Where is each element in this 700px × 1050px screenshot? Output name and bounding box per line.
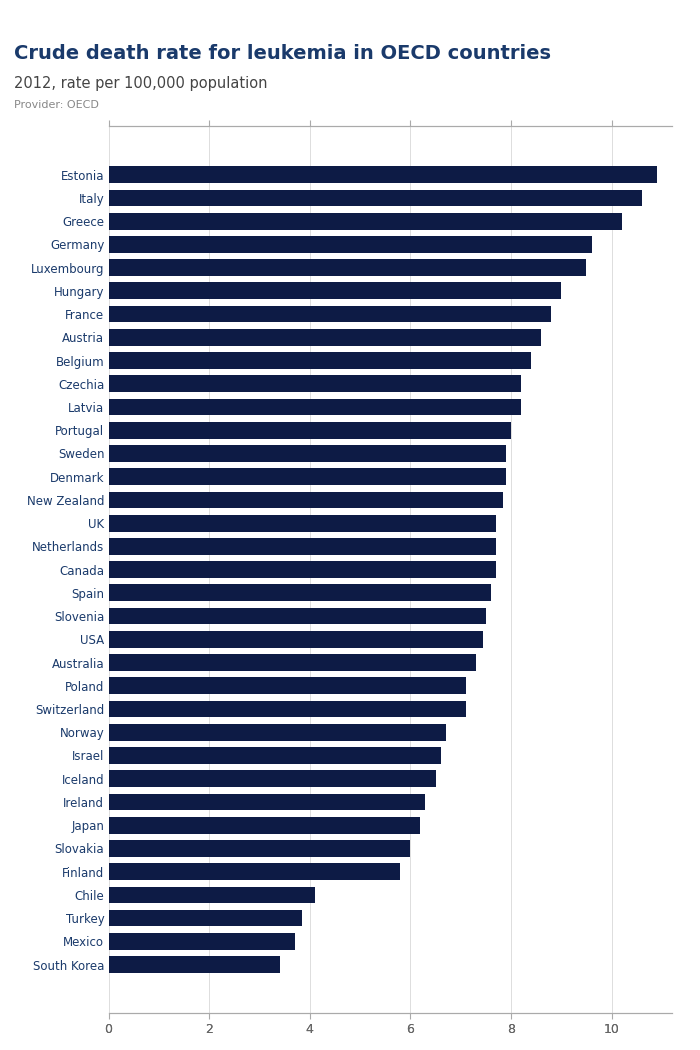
Bar: [108, 654, 476, 671]
Text: 2012, rate per 100,000 population: 2012, rate per 100,000 population: [14, 76, 267, 90]
Bar: [108, 538, 496, 554]
Bar: [108, 562, 496, 578]
Bar: [108, 491, 503, 508]
Bar: [108, 376, 521, 392]
Bar: [108, 700, 466, 717]
Text: Provider: OECD: Provider: OECD: [14, 100, 99, 110]
Bar: [108, 514, 496, 531]
Bar: [108, 677, 466, 694]
Bar: [108, 817, 421, 834]
Bar: [108, 957, 279, 973]
Bar: [108, 445, 506, 462]
Bar: [108, 608, 486, 625]
Bar: [108, 306, 552, 322]
Bar: [108, 329, 541, 345]
Bar: [108, 190, 642, 206]
Bar: [108, 259, 587, 276]
Bar: [108, 585, 491, 602]
Text: figure.nz: figure.nz: [587, 16, 663, 29]
Bar: [108, 723, 446, 740]
Bar: [108, 236, 592, 253]
Bar: [108, 352, 531, 369]
Bar: [108, 213, 622, 230]
Bar: [108, 771, 435, 788]
Bar: [108, 748, 440, 763]
Bar: [108, 166, 657, 183]
Bar: [108, 468, 506, 485]
Bar: [108, 886, 315, 903]
Bar: [108, 399, 521, 416]
Bar: [108, 909, 302, 926]
Bar: [108, 422, 511, 439]
Text: Crude death rate for leukemia in OECD countries: Crude death rate for leukemia in OECD co…: [14, 44, 551, 63]
Bar: [108, 840, 410, 857]
Bar: [108, 863, 400, 880]
Bar: [108, 933, 295, 949]
Bar: [108, 282, 561, 299]
Bar: [108, 631, 483, 648]
Bar: [108, 794, 426, 811]
